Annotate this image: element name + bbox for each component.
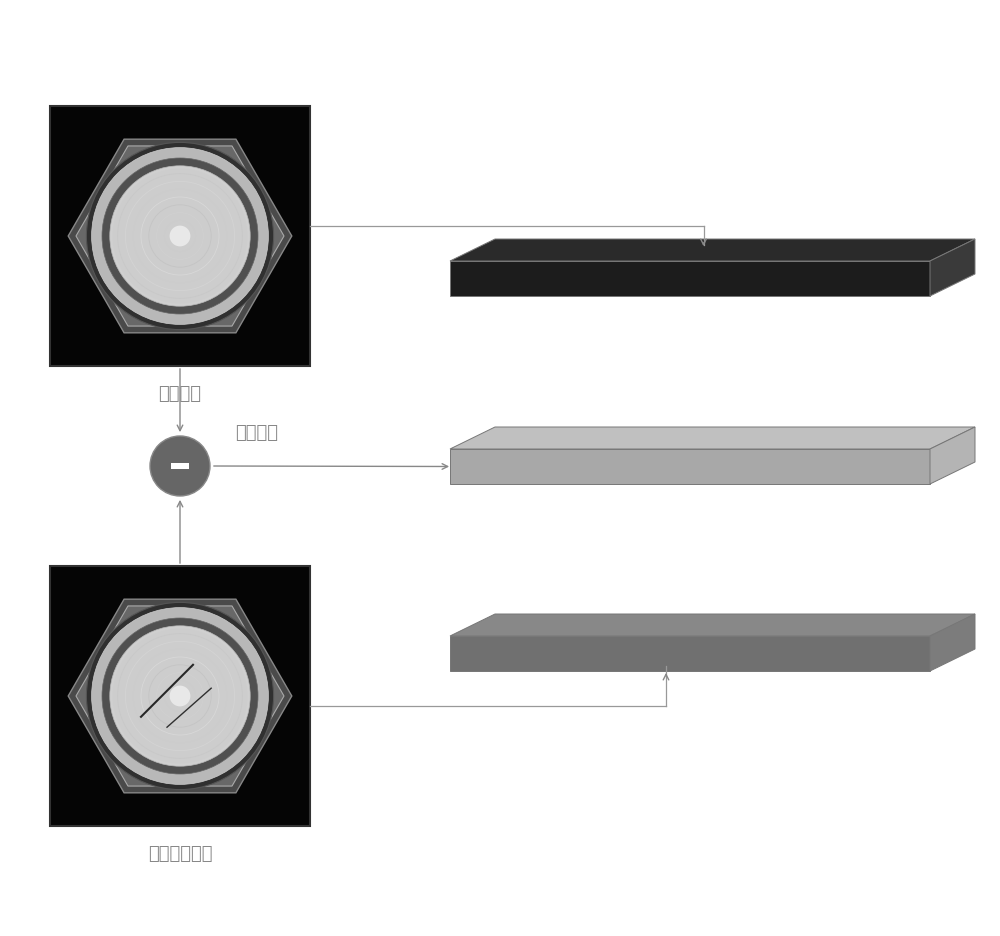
Circle shape [150, 436, 210, 496]
Circle shape [112, 169, 248, 304]
Bar [50, 566, 310, 826]
Polygon shape [450, 262, 930, 297]
Text: 差値图像: 差値图像 [235, 424, 278, 442]
Circle shape [170, 686, 190, 707]
Circle shape [86, 603, 274, 790]
Polygon shape [450, 636, 930, 671]
Polygon shape [930, 240, 975, 297]
Text: 模板图像: 模板图像 [158, 385, 202, 402]
Polygon shape [450, 240, 975, 262]
Circle shape [110, 167, 250, 307]
Circle shape [112, 629, 248, 764]
Polygon shape [930, 614, 975, 671]
Polygon shape [450, 614, 975, 636]
Polygon shape [450, 449, 930, 485]
Circle shape [170, 227, 190, 247]
Circle shape [102, 619, 258, 774]
Polygon shape [450, 428, 975, 449]
Circle shape [92, 149, 268, 325]
Bar [50, 107, 310, 367]
Circle shape [92, 608, 268, 784]
Text: 旋转矫正图像: 旋转矫正图像 [148, 844, 212, 862]
Circle shape [102, 159, 258, 314]
Circle shape [86, 143, 274, 330]
Circle shape [110, 626, 250, 767]
Bar [171, 463, 189, 470]
Polygon shape [930, 428, 975, 485]
